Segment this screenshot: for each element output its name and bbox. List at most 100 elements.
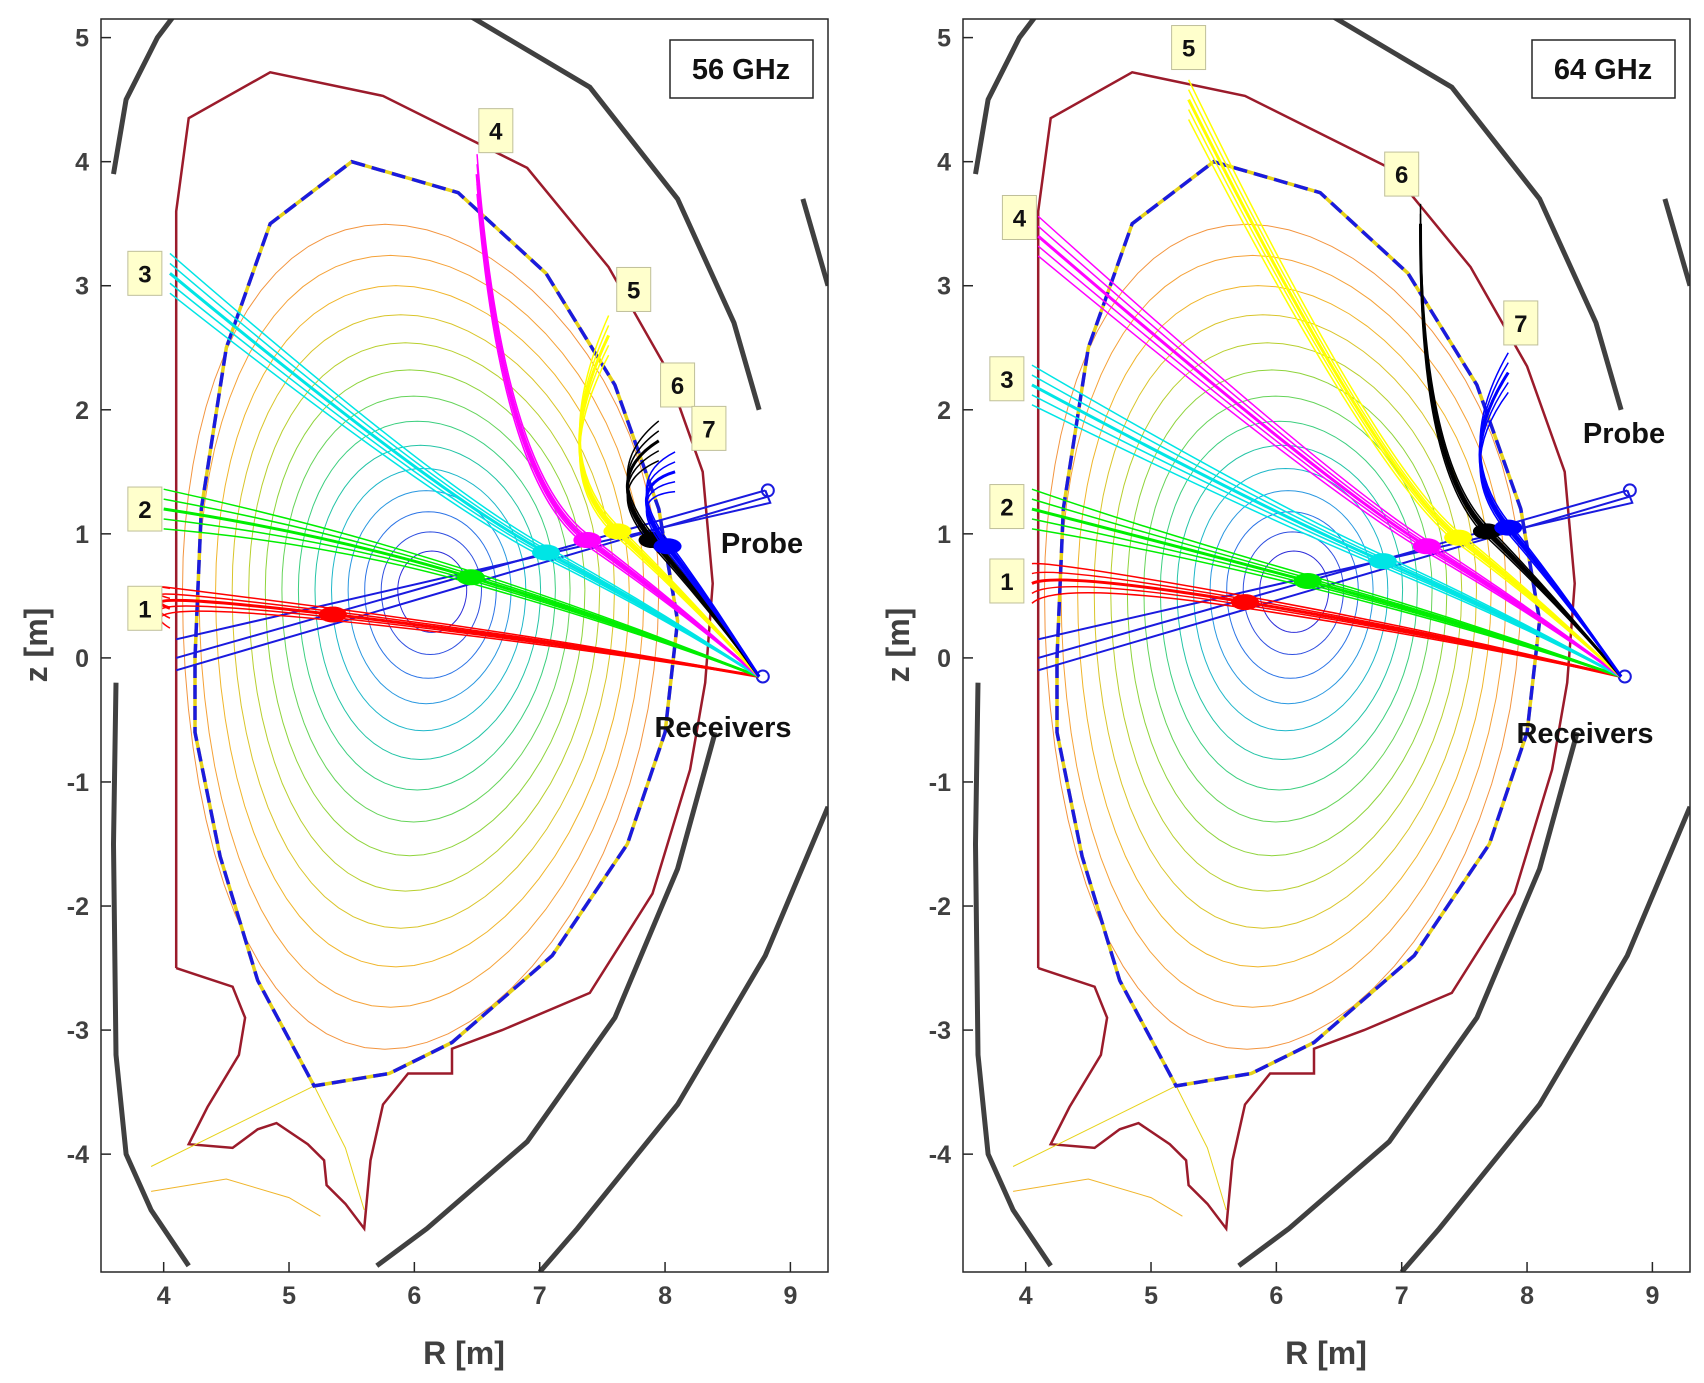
probe-antenna bbox=[760, 483, 775, 498]
beam-label-text: 7 bbox=[702, 416, 715, 443]
y-tick-label: 3 bbox=[937, 273, 951, 301]
x-tick-label: 4 bbox=[1019, 1282, 1033, 1310]
beam-label-text: 3 bbox=[1000, 367, 1013, 394]
beam-intersection-spot bbox=[573, 532, 602, 549]
flux-surface bbox=[364, 511, 497, 679]
beam-intersection-spot bbox=[1231, 594, 1260, 611]
separatrix-blue bbox=[1055, 159, 1542, 1088]
y-tick-label: -1 bbox=[929, 769, 951, 797]
coil-outline bbox=[1662, 198, 1690, 287]
receiver-beam-ray bbox=[476, 193, 760, 678]
flux-surface bbox=[248, 342, 601, 892]
vacuum-vessel bbox=[174, 70, 714, 1232]
receiver-beams bbox=[158, 154, 761, 678]
receiver-beam-ray bbox=[1187, 98, 1623, 678]
flux-surface bbox=[281, 395, 571, 823]
beam-intersection-spot bbox=[1472, 523, 1501, 540]
divertor-leg bbox=[1013, 1178, 1183, 1217]
receiver-beam-ray bbox=[476, 154, 760, 678]
x-tick-label: 8 bbox=[1520, 1282, 1534, 1310]
receiver-beam-ray bbox=[1187, 89, 1622, 678]
beam-label-text: 1 bbox=[1000, 569, 1013, 596]
divertor-leg bbox=[313, 1085, 365, 1211]
beam-label-box bbox=[989, 484, 1025, 530]
x-axis-label: R [m] bbox=[423, 1335, 505, 1371]
coil-outline bbox=[375, 731, 718, 1268]
y-tick-label: -3 bbox=[929, 1017, 951, 1045]
vessel-walls bbox=[972, 19, 1690, 1272]
x-tick-label: 8 bbox=[658, 1282, 672, 1310]
receiver-beam-ray bbox=[1037, 225, 1622, 678]
receiver-beam-ray bbox=[1031, 364, 1622, 678]
receiver-beam-ray bbox=[1031, 562, 1622, 678]
beam-label-text: 4 bbox=[1013, 205, 1027, 232]
separatrix-blue bbox=[193, 159, 680, 1088]
coil-outline bbox=[537, 805, 828, 1272]
flux-surfaces bbox=[150, 223, 660, 1217]
receiver-beam-ray bbox=[476, 164, 760, 678]
beam-intersection-spot bbox=[456, 569, 485, 586]
beam-label-text: 2 bbox=[138, 497, 151, 524]
beam-intersection-spot bbox=[603, 523, 632, 540]
y-tick-label: 1 bbox=[937, 521, 951, 549]
y-tick-label: -2 bbox=[929, 893, 951, 921]
flux-surface bbox=[215, 285, 630, 968]
beam-label-text: 2 bbox=[1000, 495, 1013, 522]
x-tick-label: 4 bbox=[157, 1282, 171, 1310]
receivers-label: Receivers bbox=[654, 712, 791, 744]
flux-surface bbox=[1176, 444, 1404, 761]
receiver-beam-ray bbox=[159, 610, 760, 678]
beam-label-text: 7 bbox=[1514, 311, 1527, 338]
x-tick-label: 9 bbox=[783, 1282, 797, 1310]
x-tick-label: 5 bbox=[282, 1282, 296, 1310]
probe-antenna bbox=[1622, 483, 1637, 498]
beam-label-box bbox=[127, 585, 163, 631]
beam-label-box bbox=[1001, 194, 1037, 240]
x-tick-label: 7 bbox=[533, 1282, 547, 1310]
receiver-beam-ray bbox=[1031, 591, 1622, 678]
beam-label-box bbox=[1384, 151, 1420, 197]
beam-intersection-spot bbox=[1368, 553, 1397, 570]
axes-frame bbox=[100, 18, 829, 1273]
coil-outline bbox=[1237, 731, 1580, 1268]
x-axis-label: R [m] bbox=[1285, 1335, 1367, 1371]
axes-frame bbox=[962, 18, 1691, 1273]
y-tick-label: 5 bbox=[75, 25, 89, 53]
frequency-label-box bbox=[1531, 39, 1676, 99]
divertor-leg bbox=[150, 1085, 315, 1167]
coil-outline bbox=[111, 19, 175, 175]
receiver-beam-ray bbox=[168, 272, 760, 678]
flux-surface bbox=[1259, 550, 1330, 633]
vacuum-vessel bbox=[1036, 70, 1576, 1232]
beam-intersection-spot bbox=[318, 606, 347, 623]
flux-surface bbox=[1110, 342, 1463, 892]
receiver-beam-ray bbox=[158, 598, 760, 678]
coil-outline bbox=[1332, 19, 1624, 411]
y-axis-ticks: 5 4 3 2 1 0 -1 -2 -3 -4 bbox=[67, 25, 111, 1169]
beam-intersection-spot bbox=[1444, 529, 1473, 546]
flux-surface bbox=[1226, 511, 1359, 679]
y-tick-label: -4 bbox=[67, 1141, 89, 1169]
probe-beam-line bbox=[175, 490, 772, 641]
x-tick-label: 6 bbox=[407, 1282, 421, 1310]
receiver-beam-ray bbox=[1037, 234, 1622, 678]
y-tick-label: -2 bbox=[67, 893, 89, 921]
divertor-leg bbox=[1012, 1085, 1177, 1167]
separatrix bbox=[1055, 159, 1542, 1088]
y-tick-label: 4 bbox=[75, 149, 89, 177]
frequency-label: 64 GHz bbox=[1554, 54, 1652, 86]
receiver-beam-ray bbox=[1187, 79, 1622, 678]
probe-beam-line bbox=[1037, 489, 1628, 659]
divertor-leg bbox=[1175, 1085, 1227, 1211]
receiver-beam-ray bbox=[1031, 571, 1622, 678]
beam-label-box bbox=[127, 250, 163, 296]
beam-label-box bbox=[1503, 300, 1539, 346]
flux-surface bbox=[297, 420, 556, 791]
probe-label: Probe bbox=[1583, 418, 1665, 450]
frequency-label-box bbox=[669, 39, 814, 99]
receiver-beam-ray bbox=[475, 173, 761, 678]
probe-label: Probe bbox=[721, 528, 803, 560]
flux-surface bbox=[330, 467, 527, 732]
